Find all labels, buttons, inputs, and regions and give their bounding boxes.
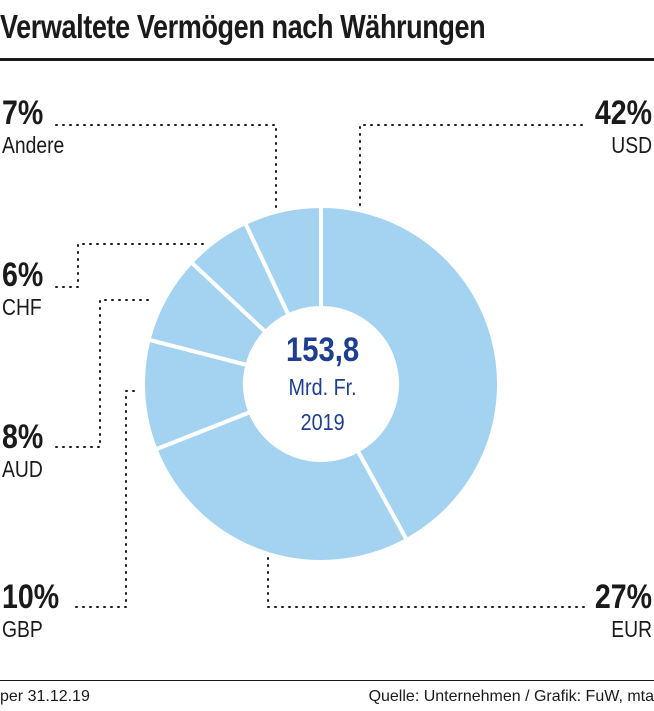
label-andere-name: Andere xyxy=(2,132,65,158)
center-total-value: 153,8 xyxy=(286,331,360,369)
slice-usd xyxy=(319,204,501,542)
label-usd-percent: 42% xyxy=(594,94,652,132)
slice-andere xyxy=(243,204,323,318)
donut-slices xyxy=(141,204,501,564)
label-eur: 27% EUR xyxy=(595,580,652,642)
chart-title: Verwaltete Vermögen nach Währungen xyxy=(0,8,486,45)
bottom-rule xyxy=(0,680,654,681)
center-year: 2019 xyxy=(300,409,345,435)
center-total-unit: Mrd. Fr. xyxy=(288,374,358,400)
label-aud: 8% AUD xyxy=(2,420,43,482)
label-chf-percent: 6% xyxy=(2,256,44,294)
label-gbp-name: GBP xyxy=(2,616,43,642)
leader-line-gbp xyxy=(75,390,139,608)
label-andere-percent: 7% xyxy=(2,94,44,132)
top-rule xyxy=(0,58,654,61)
leader-lines xyxy=(55,124,585,608)
label-gbp-percent: 10% xyxy=(2,578,60,616)
leader-line-eur xyxy=(267,553,585,608)
label-eur-name: EUR xyxy=(611,616,652,642)
leader-line-chf xyxy=(55,243,205,288)
label-gbp: 10% GBP xyxy=(2,580,59,642)
leader-line-andere xyxy=(55,124,277,215)
label-andere: 7% Andere xyxy=(2,96,64,158)
label-usd-name: USD xyxy=(611,132,652,158)
label-chf: 6% CHF xyxy=(2,258,43,320)
label-usd: 42% USD xyxy=(595,96,652,158)
footer-source: Quelle: Unternehmen / Grafik: FuW, mta xyxy=(368,688,654,705)
leader-line-aud xyxy=(55,299,153,448)
slice-eur xyxy=(153,409,409,564)
label-aud-percent: 8% xyxy=(2,418,44,456)
label-eur-percent: 27% xyxy=(594,578,652,616)
footer-date: per 31.12.19 xyxy=(0,688,90,705)
label-aud-name: AUD xyxy=(2,456,43,482)
label-chf-name: CHF xyxy=(2,294,42,320)
leader-line-usd xyxy=(359,124,583,209)
